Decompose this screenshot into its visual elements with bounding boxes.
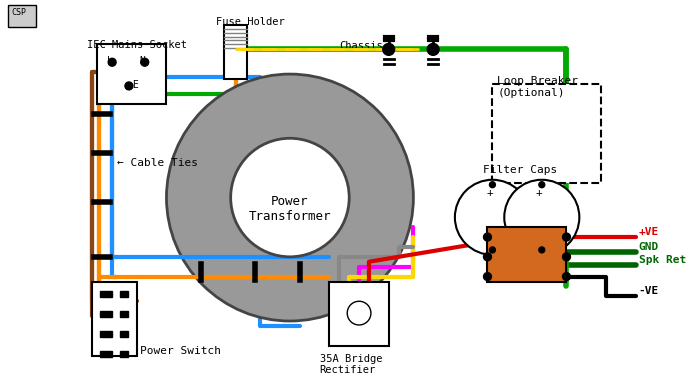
Text: Power
Transformer: Power Transformer <box>248 195 331 223</box>
Bar <box>120 331 128 337</box>
Circle shape <box>484 272 491 280</box>
Text: ← Cable Ties: ← Cable Ties <box>117 158 198 168</box>
Bar <box>120 311 128 317</box>
Circle shape <box>427 43 439 55</box>
Circle shape <box>539 182 545 188</box>
Bar <box>492 84 601 183</box>
Circle shape <box>563 233 570 241</box>
Text: E: E <box>132 80 138 90</box>
Circle shape <box>347 301 371 325</box>
Text: Filter Caps: Filter Caps <box>482 165 556 175</box>
Bar <box>100 311 112 317</box>
Circle shape <box>231 138 349 257</box>
Circle shape <box>489 182 496 188</box>
Bar <box>330 282 389 346</box>
Text: Spk Ret: Spk Ret <box>638 255 686 265</box>
Text: IEC Mains Socket: IEC Mains Socket <box>88 40 188 49</box>
Circle shape <box>489 247 496 253</box>
Text: ~: ~ <box>355 301 363 315</box>
Bar <box>92 282 136 356</box>
Circle shape <box>167 74 414 321</box>
Text: L: L <box>107 56 113 66</box>
Text: CSP: CSP <box>11 8 27 17</box>
Circle shape <box>484 233 491 241</box>
Circle shape <box>383 43 395 55</box>
Bar <box>487 227 566 282</box>
Circle shape <box>484 253 491 261</box>
Text: +: + <box>536 188 542 198</box>
Circle shape <box>108 58 116 66</box>
Circle shape <box>563 272 570 280</box>
Text: -VE: -VE <box>638 287 659 296</box>
Bar <box>97 44 167 104</box>
Bar <box>120 351 128 356</box>
Text: +: + <box>486 188 493 198</box>
Circle shape <box>539 247 545 253</box>
Text: 35A Bridge
Rectifier: 35A Bridge Rectifier <box>320 354 382 375</box>
Text: Fuse Holder: Fuse Holder <box>216 17 285 27</box>
Circle shape <box>125 82 133 90</box>
Bar <box>224 25 248 79</box>
Text: -: - <box>486 237 493 247</box>
Text: Power Switch: Power Switch <box>140 346 220 356</box>
Text: Chassis: Chassis <box>340 41 383 51</box>
Text: +VE: +VE <box>638 227 659 237</box>
Text: GND: GND <box>638 242 659 252</box>
Circle shape <box>141 58 148 66</box>
Circle shape <box>455 180 530 255</box>
Bar <box>100 351 112 356</box>
Text: -: - <box>536 237 542 247</box>
Text: N: N <box>140 56 146 66</box>
Bar <box>100 331 112 337</box>
Circle shape <box>504 180 580 255</box>
Bar <box>100 291 112 297</box>
Text: Loop Breaker
(Optional): Loop Breaker (Optional) <box>498 76 578 98</box>
Bar <box>8 5 36 27</box>
Bar <box>120 291 128 297</box>
Circle shape <box>563 253 570 261</box>
